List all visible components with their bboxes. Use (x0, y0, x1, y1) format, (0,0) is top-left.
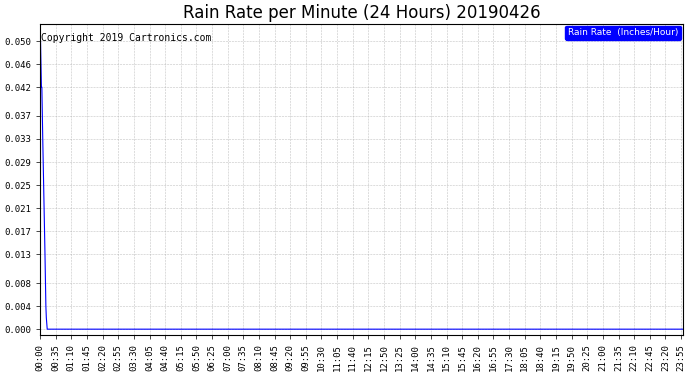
Legend: Rain Rate  (Inches/Hour): Rain Rate (Inches/Hour) (565, 26, 681, 40)
Title: Rain Rate per Minute (24 Hours) 20190426: Rain Rate per Minute (24 Hours) 20190426 (183, 4, 540, 22)
Text: Copyright 2019 Cartronics.com: Copyright 2019 Cartronics.com (41, 33, 212, 43)
